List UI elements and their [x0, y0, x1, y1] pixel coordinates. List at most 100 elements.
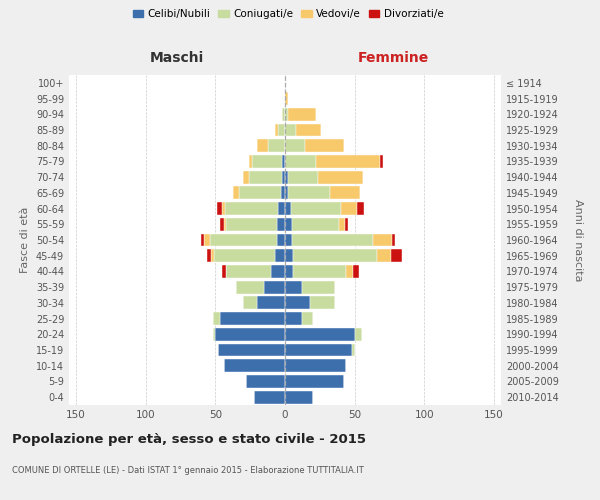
Bar	[285, 234, 292, 246]
Bar	[282, 108, 285, 120]
Bar	[275, 250, 285, 262]
Bar	[277, 234, 285, 246]
Bar	[285, 250, 293, 262]
Bar	[225, 202, 278, 215]
Legend: Celibi/Nubili, Coniugati/e, Vedovi/e, Divorziati/e: Celibi/Nubili, Coniugati/e, Vedovi/e, Di…	[128, 5, 448, 24]
Bar	[281, 186, 285, 200]
Bar	[215, 328, 285, 340]
Bar	[380, 155, 383, 168]
Bar	[226, 265, 271, 278]
Bar	[254, 390, 285, 404]
Bar	[224, 218, 226, 230]
Bar	[377, 250, 391, 262]
Bar	[285, 280, 302, 293]
Bar	[222, 265, 226, 278]
Bar	[341, 202, 358, 215]
Bar	[285, 296, 310, 310]
Bar	[278, 202, 285, 215]
Bar	[373, 234, 392, 246]
Bar	[211, 250, 214, 262]
Bar	[278, 124, 285, 136]
Bar	[310, 296, 335, 310]
Bar	[212, 328, 215, 340]
Bar	[264, 280, 285, 293]
Bar	[275, 124, 278, 136]
Bar	[358, 202, 364, 215]
Y-axis label: Fasce di età: Fasce di età	[20, 207, 30, 273]
Bar	[285, 170, 288, 183]
Bar	[316, 155, 380, 168]
Bar	[220, 218, 224, 230]
Bar	[282, 170, 285, 183]
Bar	[285, 375, 344, 388]
Bar	[218, 344, 285, 356]
Bar	[305, 140, 344, 152]
Bar	[352, 344, 355, 356]
Bar	[224, 360, 285, 372]
Bar	[329, 186, 360, 200]
Bar	[251, 155, 282, 168]
Bar	[285, 390, 313, 404]
Bar	[210, 234, 277, 246]
Bar	[217, 202, 222, 215]
Bar	[236, 280, 264, 293]
Bar	[392, 234, 395, 246]
Bar	[285, 360, 346, 372]
Text: Femmine: Femmine	[358, 51, 428, 65]
Bar	[290, 202, 341, 215]
Bar	[285, 186, 288, 200]
Bar	[345, 218, 348, 230]
Bar	[355, 328, 362, 340]
Bar	[249, 170, 282, 183]
Bar	[204, 234, 210, 246]
Bar	[288, 170, 319, 183]
Bar	[207, 250, 211, 262]
Bar	[288, 186, 329, 200]
Bar	[271, 265, 285, 278]
Bar	[285, 265, 293, 278]
Bar	[391, 250, 402, 262]
Bar	[226, 218, 277, 230]
Bar	[277, 218, 285, 230]
Bar	[285, 312, 302, 325]
Bar	[243, 296, 257, 310]
Text: Maschi: Maschi	[150, 51, 204, 65]
Bar	[222, 202, 225, 215]
Bar	[268, 140, 285, 152]
Bar	[212, 312, 220, 325]
Bar	[285, 124, 296, 136]
Bar	[285, 140, 305, 152]
Bar	[285, 218, 292, 230]
Bar	[293, 265, 346, 278]
Bar	[233, 186, 239, 200]
Bar	[257, 296, 285, 310]
Bar	[214, 250, 275, 262]
Bar	[292, 234, 373, 246]
Bar	[285, 155, 316, 168]
Bar	[285, 92, 288, 105]
Text: Popolazione per età, sesso e stato civile - 2015: Popolazione per età, sesso e stato civil…	[12, 432, 366, 446]
Bar	[296, 124, 321, 136]
Bar	[285, 344, 352, 356]
Bar	[285, 328, 355, 340]
Text: COMUNE DI ORTELLE (LE) - Dati ISTAT 1° gennaio 2015 - Elaborazione TUTTITALIA.IT: COMUNE DI ORTELLE (LE) - Dati ISTAT 1° g…	[12, 466, 364, 475]
Bar	[249, 155, 251, 168]
Bar	[288, 108, 316, 120]
Bar	[282, 155, 285, 168]
Y-axis label: Anni di nascita: Anni di nascita	[572, 198, 583, 281]
Bar	[302, 312, 313, 325]
Bar	[346, 265, 353, 278]
Bar	[257, 140, 268, 152]
Bar	[319, 170, 363, 183]
Bar	[239, 186, 281, 200]
Bar	[246, 375, 285, 388]
Bar	[285, 108, 288, 120]
Bar	[202, 234, 204, 246]
Bar	[293, 250, 377, 262]
Bar	[353, 265, 359, 278]
Bar	[340, 218, 345, 230]
Bar	[243, 170, 249, 183]
Bar	[220, 312, 285, 325]
Bar	[285, 202, 290, 215]
Bar	[302, 280, 335, 293]
